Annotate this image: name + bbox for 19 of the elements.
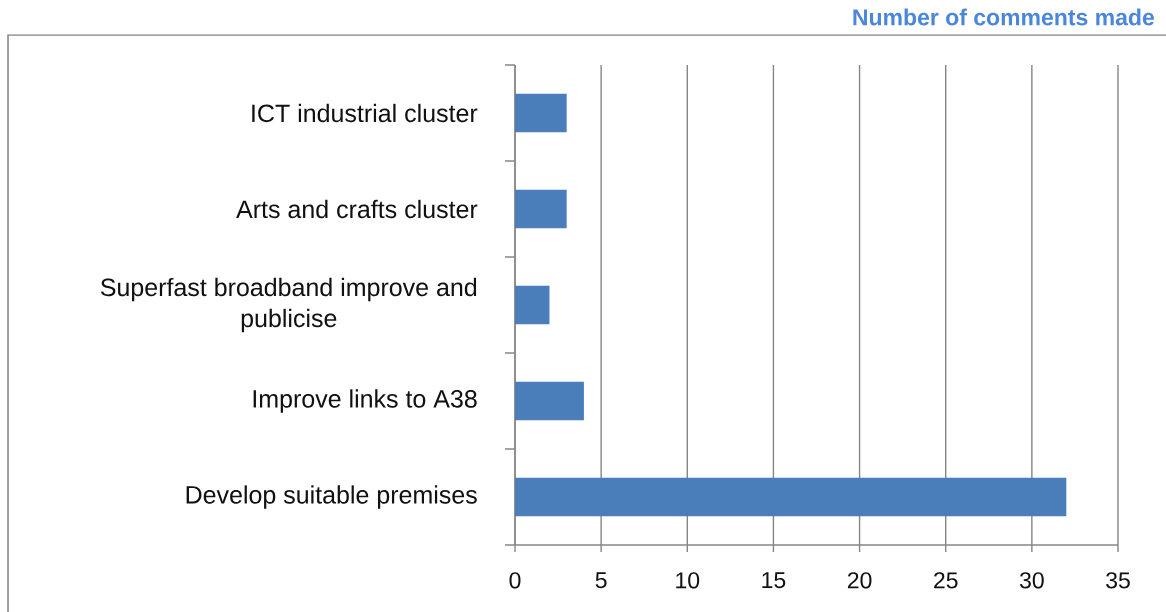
bar xyxy=(515,477,1067,517)
y-tick-label: Improve links to A38 xyxy=(253,389,477,413)
x-tick-label: 20 xyxy=(847,572,872,589)
y-tick-label: Arts and crafts cluster xyxy=(236,199,478,219)
x-tick-label: 5 xyxy=(595,572,607,589)
x-tick-label: 35 xyxy=(1106,572,1130,589)
bar xyxy=(515,93,567,133)
bar xyxy=(515,285,550,325)
chart-title: Number of comments made xyxy=(853,8,1154,26)
y-tick-label: Superfast broadband improve and publicise xyxy=(100,277,477,333)
bar xyxy=(515,381,584,421)
x-tick-label: 30 xyxy=(1019,572,1044,589)
bar xyxy=(515,189,567,229)
x-tick-label: 15 xyxy=(762,572,786,589)
y-tick-label: Develop suitable premises xyxy=(186,485,477,509)
x-tick-label: 25 xyxy=(934,572,958,589)
y-tick-label: ICT industrial cluster xyxy=(252,103,478,123)
x-tick-label: 10 xyxy=(676,572,700,589)
x-tick-label: 0 xyxy=(509,572,521,589)
